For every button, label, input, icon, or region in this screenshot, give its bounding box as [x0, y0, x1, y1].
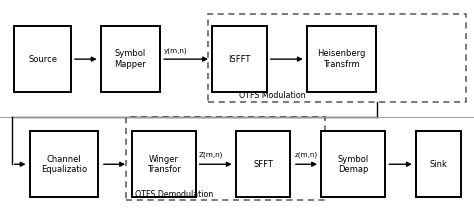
Text: z(m,n): z(m,n) [294, 152, 318, 158]
Text: OTFS Demodulation: OTFS Demodulation [135, 190, 213, 199]
Bar [30, 131, 99, 197]
Text: Z(m,n): Z(m,n) [198, 152, 222, 158]
Bar [307, 26, 375, 92]
Text: Symbol
Demap: Symbol Demap [337, 155, 369, 174]
Text: Heisenberg
Transfrm: Heisenberg Transfrm [317, 49, 365, 69]
Text: Symbol
Mapper: Symbol Mapper [114, 49, 146, 69]
Bar [131, 131, 195, 197]
Text: Winger
Transfor: Winger Transfor [146, 155, 181, 174]
Text: SFFT: SFFT [253, 160, 273, 169]
Bar [236, 131, 290, 197]
Bar [100, 26, 160, 92]
Bar [208, 14, 466, 102]
Text: OTFS Modulation: OTFS Modulation [239, 91, 306, 100]
Bar [14, 26, 71, 92]
Text: y(m,n): y(m,n) [164, 47, 187, 54]
Text: Sink: Sink [429, 160, 447, 169]
Text: ISFFT: ISFFT [228, 55, 251, 64]
Text: Channel
Equalizatio: Channel Equalizatio [41, 155, 87, 174]
Bar [416, 131, 461, 197]
Text: Source: Source [28, 55, 57, 64]
Bar [321, 131, 385, 197]
Bar [212, 26, 266, 92]
Bar [126, 117, 325, 200]
